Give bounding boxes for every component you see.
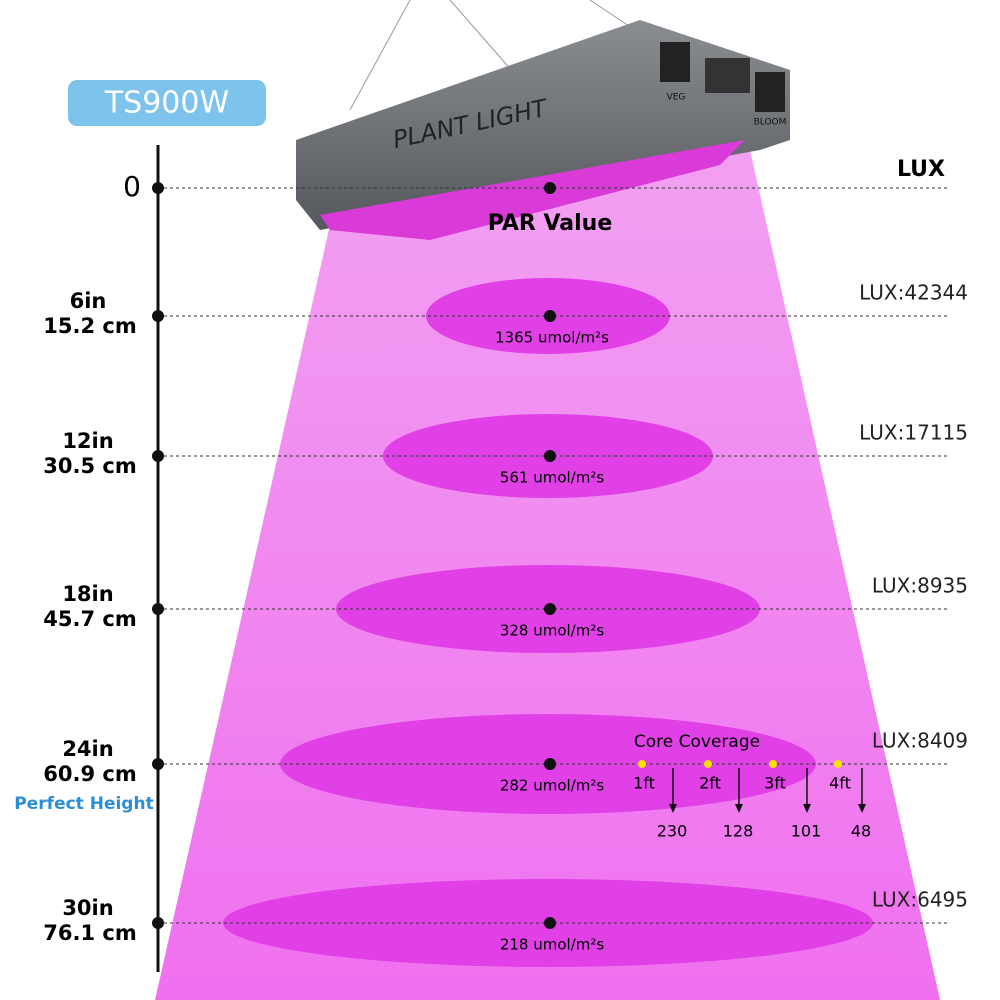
coverage-dot [834,760,842,768]
coverage-distance: 1ft [633,774,655,793]
center-dot [544,310,556,322]
switch [660,42,690,82]
height-in: 12in [62,429,113,453]
core-coverage-title: Core Coverage [634,732,760,752]
hanger [349,0,411,111]
perfect-height: Perfect Height [14,794,153,814]
height-cm: 60.9 cm [43,762,136,786]
height-cm: 15.2 cm [43,314,136,338]
height-in: 0 [123,170,141,203]
level-dot [152,603,164,615]
arrow-head [669,804,677,813]
coverage-value: 128 [723,822,754,841]
badge-bg [68,80,266,126]
coverage-distance: 4ft [829,774,851,793]
height-in: 24in [62,737,113,761]
height-cm: 30.5 cm [43,454,136,478]
level-dot [152,310,164,322]
par-value: 218 umol/m²s [500,936,605,954]
level-dot [152,182,164,194]
coverage-value: 230 [657,822,688,841]
power-socket [705,58,750,93]
center-dot [544,917,556,929]
badge: TS900W [104,86,229,121]
lux-value: LUX:8409 [872,729,968,753]
coverage-value: 101 [791,822,822,841]
par-header: PAR Value [488,211,613,236]
par-value: 561 umol/m²s [500,469,605,487]
par-value: 282 umol/m²s [500,777,605,795]
lux-value: LUX:42344 [859,281,968,305]
coverage-dot [769,760,777,768]
par-value: 328 umol/m²s [500,622,605,640]
height-in: 18in [62,582,113,606]
lux-value: LUX:17115 [859,421,968,445]
coverage-dot [638,760,646,768]
arrow-head [735,804,743,813]
center-dot [544,450,556,462]
lux-header: LUX [897,157,945,182]
height-in: 30in [62,896,113,920]
coverage-dot [704,760,712,768]
coverage-distance: 3ft [764,774,786,793]
switch-label: BLOOM [754,118,787,128]
switch-label: VEG [667,93,686,103]
par-value: 1365 umol/m²s [495,329,609,347]
lamp: PLANT LIGHT VEG BLOOM [296,0,790,240]
height-in: 6in [70,289,107,313]
height-cm: 45.7 cm [43,607,136,631]
height-cm: 76.1 cm [43,921,136,945]
led-panel [320,140,745,240]
coverage-value: 48 [851,822,871,841]
arrow-head [803,804,811,813]
arrow-head [858,804,866,813]
coverage-distance: 2ft [699,774,721,793]
center-dot [544,182,556,194]
center-dot [544,603,556,615]
lux-value: LUX:8935 [872,574,968,598]
level-dot [152,450,164,462]
level-dot [152,917,164,929]
center-dot [544,758,556,770]
level-dot [152,758,164,770]
lux-value: LUX:6495 [872,888,968,912]
switch [755,72,785,112]
